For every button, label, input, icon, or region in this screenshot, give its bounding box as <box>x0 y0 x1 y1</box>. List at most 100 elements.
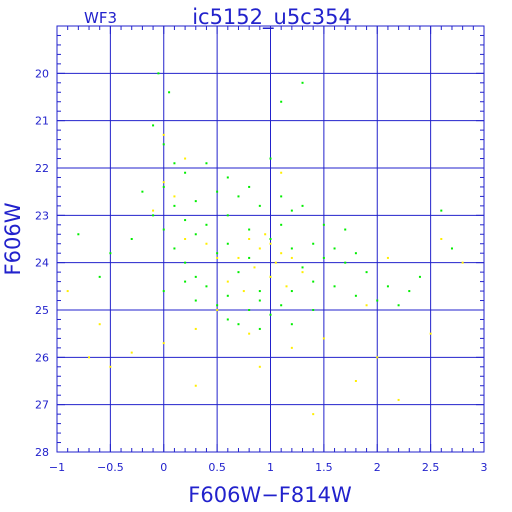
data-point <box>194 299 197 302</box>
data-point <box>376 356 379 359</box>
data-point <box>269 275 272 278</box>
data-point <box>253 266 256 269</box>
data-point <box>162 143 165 146</box>
data-point <box>418 275 421 278</box>
data-point <box>248 309 251 311</box>
data-point <box>258 204 261 207</box>
data-point <box>194 233 197 236</box>
data-point <box>205 223 208 226</box>
data-point <box>152 209 155 212</box>
data-point <box>301 81 304 84</box>
data-point <box>205 162 208 165</box>
data-point <box>280 100 283 103</box>
y-tick-label: 21 <box>35 115 49 128</box>
data-point <box>269 157 272 160</box>
data-point <box>290 247 293 250</box>
data-point <box>269 238 272 240</box>
data-point <box>162 133 165 136</box>
x-tick-label: 2.5 <box>422 461 440 474</box>
data-point <box>301 271 304 274</box>
data-point <box>130 351 133 354</box>
data-point <box>397 398 400 401</box>
axis-ticks: −1 −0.5 0 0.5 1 1.5 2 2.5 3 20 21 22 23 24 25 26 27 28 <box>35 25 488 474</box>
data-point <box>376 299 379 302</box>
data-point <box>285 285 288 288</box>
data-point <box>269 242 272 245</box>
x-tick-label: −0.5 <box>97 461 124 474</box>
data-point <box>157 72 160 75</box>
y-tick-label: 27 <box>35 399 49 412</box>
data-point <box>88 356 91 359</box>
data-point <box>258 365 261 368</box>
data-point <box>440 238 443 240</box>
data-point <box>312 280 315 283</box>
data-point <box>66 290 69 293</box>
data-point <box>248 228 251 231</box>
x-tick-label: 0 <box>160 461 167 474</box>
data-point <box>226 242 229 245</box>
data-point <box>226 318 229 321</box>
data-point <box>152 214 155 217</box>
data-point <box>162 228 165 231</box>
data-point <box>354 380 357 382</box>
data-point <box>312 242 315 245</box>
data-point <box>269 313 272 316</box>
data-point <box>461 261 464 264</box>
data-point <box>264 233 267 236</box>
data-point <box>184 219 187 222</box>
data-point <box>162 342 165 345</box>
data-point <box>312 413 315 416</box>
x-tick-label: 1.5 <box>315 461 333 474</box>
data-point <box>98 275 101 278</box>
data-point <box>194 275 197 278</box>
data-point <box>205 285 208 288</box>
y-tick-label: 28 <box>35 446 49 459</box>
data-point <box>184 261 187 264</box>
x-axis-label: F606W−F814W <box>188 483 352 507</box>
data-point <box>280 223 283 226</box>
data-point <box>280 171 283 174</box>
data-point <box>408 290 411 293</box>
data-point <box>290 290 293 293</box>
x-tick-label: 1 <box>267 461 274 474</box>
data-point <box>226 294 229 297</box>
data-point <box>280 195 283 198</box>
data-point <box>258 299 261 302</box>
data-point <box>194 384 197 387</box>
data-point <box>248 185 251 188</box>
data-point <box>184 157 187 160</box>
data-point <box>333 247 336 250</box>
data-point <box>152 124 155 127</box>
data-point <box>109 365 112 368</box>
x-tick-label: 2 <box>374 461 381 474</box>
data-point <box>322 337 325 340</box>
data-point <box>365 271 368 274</box>
data-point <box>248 332 251 335</box>
data-point <box>162 185 165 188</box>
data-point <box>237 271 240 274</box>
data-point <box>226 176 229 179</box>
data-point <box>216 309 219 311</box>
data-point <box>173 204 176 207</box>
data-point <box>98 323 101 326</box>
data-point <box>248 238 251 240</box>
data-point <box>237 323 240 326</box>
data-point <box>226 280 229 283</box>
data-point <box>290 323 293 326</box>
data-point <box>386 256 389 259</box>
data-point <box>184 238 187 240</box>
data-point <box>194 200 197 203</box>
data-point <box>248 256 251 259</box>
data-point <box>173 162 176 165</box>
data-point <box>301 266 304 269</box>
data-point <box>290 209 293 212</box>
y-tick-label: 26 <box>35 351 49 364</box>
data-point <box>290 346 293 349</box>
data-point <box>205 242 208 245</box>
y-tick-label: 22 <box>35 162 49 175</box>
data-point <box>258 290 261 293</box>
data-point <box>216 190 219 193</box>
y-axis-label: F606W <box>1 202 25 275</box>
x-tick-label: 3 <box>481 461 488 474</box>
data-point <box>354 252 357 255</box>
